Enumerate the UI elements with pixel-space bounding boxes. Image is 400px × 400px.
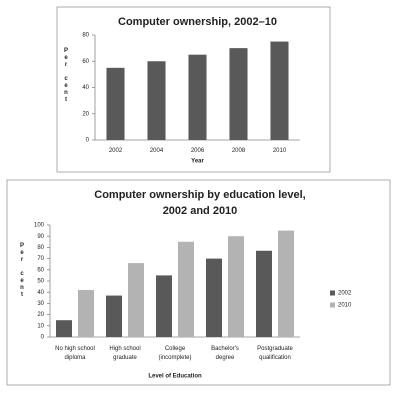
bar [56, 320, 72, 337]
y-tick-label: 60 [37, 267, 44, 273]
x-tick-label: 2002 [109, 148, 123, 154]
x-tick-label: Bachelor's degree [211, 346, 239, 361]
bar [147, 61, 166, 140]
y-tick-label: 80 [37, 245, 44, 251]
x-tick-label: 2006 [191, 148, 205, 154]
y-tick-label: 30 [37, 301, 44, 307]
x-tick-label: College (incomplete) [158, 346, 191, 361]
y-tick-label: 40 [37, 290, 44, 296]
y-tick-label: 10 [37, 323, 44, 329]
bar [178, 241, 194, 337]
x-tick-label: No high school diploma [55, 346, 95, 361]
y-tick-label: 50 [37, 279, 44, 285]
legend-label: 2002 [338, 291, 352, 297]
bar [228, 236, 244, 337]
legend-swatch [330, 290, 335, 296]
x-tick-label: 2008 [232, 148, 246, 154]
x-tick-label: 2004 [150, 148, 164, 154]
x-axis-label: Year [191, 159, 204, 165]
chart-frame [6, 179, 391, 386]
x-axis-label: Level of Education [148, 374, 202, 380]
bar [278, 230, 294, 337]
y-tick-label: 90 [37, 234, 44, 240]
x-tick-label: Postgraduate qualification [257, 346, 293, 361]
y-tick-label: 20 [37, 312, 44, 318]
y-tick-label: 40 [82, 85, 89, 91]
y-tick-label: 0 [86, 138, 90, 144]
y-tick-label: 60 [82, 59, 89, 65]
y-tick-label: 100 [34, 223, 45, 229]
bar [128, 263, 144, 337]
bar [229, 48, 248, 140]
y-tick-label: 20 [82, 111, 89, 117]
chart-title: Computer ownership, 2002–10 [118, 16, 277, 28]
bar [206, 258, 222, 337]
bar [256, 250, 272, 337]
x-tick-label: High school graduate [109, 346, 140, 361]
legend-label: 2010 [338, 303, 352, 309]
y-tick-label: 80 [82, 33, 89, 39]
legend-swatch [330, 302, 335, 308]
bar [106, 67, 125, 140]
x-tick-label: 2010 [273, 148, 287, 154]
bar [188, 54, 207, 140]
bar [156, 275, 172, 337]
y-tick-label: 0 [41, 335, 45, 341]
bar [106, 295, 122, 337]
chart-title: Computer ownership by education level, 20… [94, 189, 305, 217]
bar [270, 41, 289, 140]
bar [78, 289, 94, 337]
y-tick-label: 70 [37, 256, 44, 262]
